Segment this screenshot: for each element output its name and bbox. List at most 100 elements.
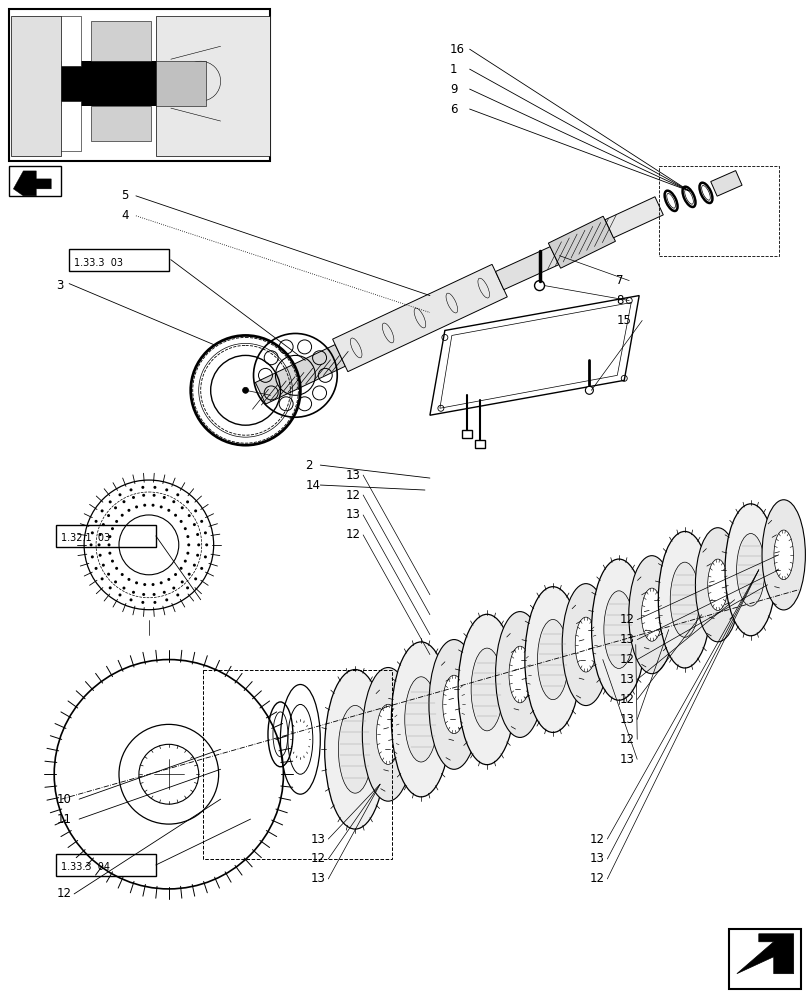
- Circle shape: [242, 387, 248, 393]
- Bar: [61, 101, 81, 151]
- Polygon shape: [21, 61, 270, 106]
- Text: 5: 5: [121, 189, 128, 202]
- Circle shape: [167, 578, 170, 581]
- Text: 12: 12: [345, 489, 360, 502]
- Circle shape: [142, 494, 145, 497]
- Ellipse shape: [376, 704, 399, 764]
- Circle shape: [152, 494, 156, 497]
- Polygon shape: [429, 296, 638, 415]
- Ellipse shape: [669, 562, 698, 637]
- Circle shape: [186, 586, 189, 589]
- Bar: [728, 929, 800, 989]
- Circle shape: [127, 578, 131, 581]
- Polygon shape: [736, 934, 792, 974]
- Ellipse shape: [707, 559, 727, 610]
- Text: 7: 7: [616, 274, 623, 287]
- Circle shape: [179, 567, 182, 570]
- Circle shape: [98, 533, 101, 536]
- Circle shape: [142, 593, 145, 596]
- Circle shape: [179, 520, 182, 523]
- Circle shape: [101, 577, 104, 580]
- Circle shape: [162, 496, 165, 499]
- Circle shape: [122, 500, 126, 503]
- Circle shape: [141, 601, 144, 604]
- Text: 12: 12: [589, 833, 603, 846]
- Circle shape: [109, 500, 112, 503]
- Circle shape: [204, 531, 207, 534]
- Ellipse shape: [508, 646, 530, 703]
- Polygon shape: [547, 216, 615, 268]
- Text: 14: 14: [305, 479, 320, 492]
- Ellipse shape: [684, 190, 693, 204]
- Ellipse shape: [495, 612, 543, 737]
- Circle shape: [204, 555, 207, 558]
- Bar: [203, 670, 392, 859]
- Polygon shape: [333, 264, 507, 372]
- Circle shape: [89, 543, 92, 546]
- Ellipse shape: [736, 534, 764, 606]
- Circle shape: [197, 543, 200, 546]
- Ellipse shape: [694, 528, 740, 642]
- Text: 1.32.1  03: 1.32.1 03: [61, 533, 110, 543]
- Circle shape: [118, 493, 122, 496]
- Ellipse shape: [391, 642, 450, 797]
- Circle shape: [187, 552, 189, 555]
- Circle shape: [130, 488, 132, 491]
- Text: 12: 12: [619, 653, 633, 666]
- Ellipse shape: [658, 531, 710, 668]
- Circle shape: [91, 531, 94, 534]
- Circle shape: [183, 527, 187, 530]
- Circle shape: [152, 583, 154, 586]
- Bar: [11, 16, 61, 156]
- Circle shape: [97, 543, 101, 546]
- Ellipse shape: [537, 619, 568, 700]
- Ellipse shape: [591, 559, 646, 700]
- Text: 2: 2: [305, 459, 312, 472]
- Circle shape: [196, 554, 199, 557]
- Ellipse shape: [761, 500, 805, 610]
- Circle shape: [115, 520, 118, 523]
- Circle shape: [193, 564, 195, 567]
- Ellipse shape: [701, 186, 710, 200]
- Text: 13: 13: [345, 508, 359, 521]
- Ellipse shape: [628, 556, 674, 674]
- Circle shape: [122, 587, 126, 590]
- Text: 12: 12: [56, 887, 71, 900]
- Circle shape: [94, 520, 97, 523]
- Circle shape: [121, 514, 123, 517]
- Text: 13: 13: [619, 753, 633, 766]
- Circle shape: [160, 505, 162, 508]
- Circle shape: [132, 591, 135, 594]
- Text: 13: 13: [345, 469, 359, 482]
- Bar: [61, 16, 81, 66]
- Text: 12: 12: [619, 693, 633, 706]
- Text: 13: 13: [310, 872, 324, 885]
- Circle shape: [111, 560, 114, 563]
- Circle shape: [187, 535, 189, 538]
- Text: 6: 6: [449, 103, 457, 116]
- Circle shape: [167, 509, 170, 512]
- Circle shape: [196, 533, 199, 536]
- Polygon shape: [495, 247, 558, 290]
- Text: 4: 4: [121, 209, 128, 222]
- Circle shape: [153, 601, 157, 604]
- Ellipse shape: [428, 640, 478, 769]
- Circle shape: [114, 580, 117, 583]
- Circle shape: [193, 523, 195, 526]
- Text: 12: 12: [310, 852, 325, 865]
- Bar: [10, 166, 61, 196]
- Circle shape: [101, 564, 105, 567]
- Circle shape: [101, 509, 104, 512]
- Text: 10: 10: [56, 793, 71, 806]
- Ellipse shape: [698, 183, 711, 203]
- Circle shape: [172, 587, 175, 590]
- Circle shape: [135, 505, 138, 508]
- Circle shape: [187, 514, 191, 517]
- Circle shape: [194, 577, 197, 580]
- Ellipse shape: [362, 668, 414, 801]
- Text: 1.33.3  03: 1.33.3 03: [74, 258, 123, 268]
- Text: 15: 15: [616, 314, 630, 327]
- Bar: [156, 16, 270, 156]
- Ellipse shape: [663, 191, 676, 211]
- Text: 13: 13: [619, 633, 633, 646]
